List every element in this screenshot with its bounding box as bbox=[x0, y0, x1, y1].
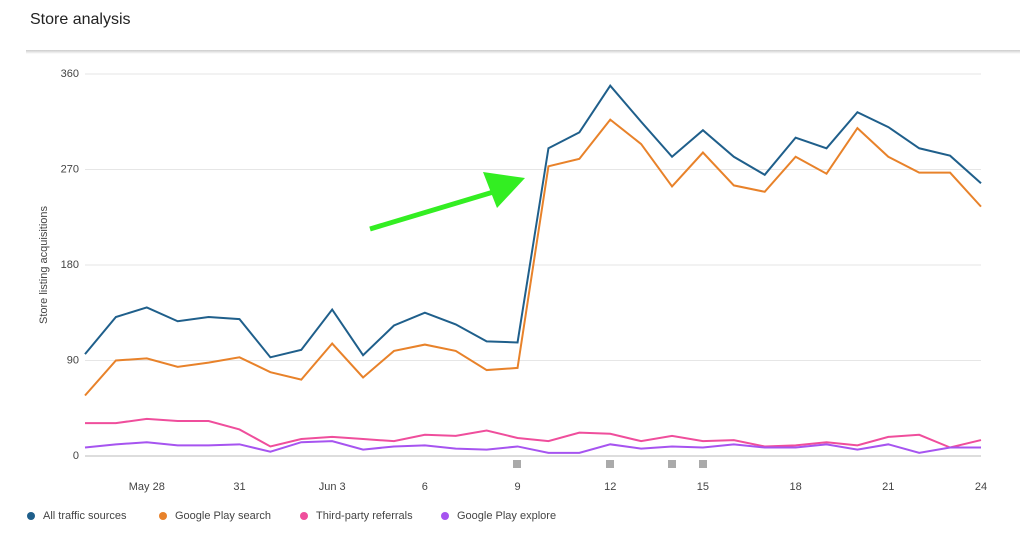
x-tick-label: 12 bbox=[604, 481, 616, 493]
y-tick-label: 0 bbox=[73, 450, 79, 462]
series-line bbox=[84, 84, 982, 359]
header-divider bbox=[26, 50, 1020, 54]
x-tick-label: 21 bbox=[882, 481, 894, 493]
y-tick-label: 180 bbox=[61, 259, 79, 271]
x-tick-label: 6 bbox=[422, 481, 428, 493]
legend-swatch bbox=[27, 512, 35, 520]
x-tick-label: 9 bbox=[514, 481, 520, 493]
legend-label: Google Play explore bbox=[457, 510, 556, 522]
x-tick-label: 15 bbox=[697, 481, 709, 493]
legend-label: Google Play search bbox=[175, 510, 271, 522]
x-tick-label: 31 bbox=[233, 481, 245, 493]
x-tick-label: May 28 bbox=[129, 481, 165, 493]
series-line bbox=[84, 118, 982, 397]
legend-swatch bbox=[159, 512, 167, 520]
annotation-markers bbox=[513, 460, 707, 468]
y-axis-label: Store listing acquisitions bbox=[38, 206, 50, 325]
x-tick-label: Jun 3 bbox=[319, 481, 346, 493]
series-line bbox=[84, 440, 981, 454]
y-tick-label: 90 bbox=[67, 354, 79, 366]
legend-swatch bbox=[300, 512, 308, 520]
annotation-arrow bbox=[369, 172, 525, 232]
legend-swatch bbox=[441, 512, 449, 520]
y-tick-label: 270 bbox=[61, 163, 79, 175]
x-tick-label: 24 bbox=[975, 481, 987, 493]
series-line bbox=[85, 417, 982, 449]
x-tick-label: 18 bbox=[789, 481, 801, 493]
legend-label: Third-party referrals bbox=[316, 510, 413, 522]
legend-label: All traffic sources bbox=[43, 510, 127, 522]
y-tick-label: 360 bbox=[61, 68, 79, 80]
chart-title: Store analysis bbox=[30, 11, 131, 28]
